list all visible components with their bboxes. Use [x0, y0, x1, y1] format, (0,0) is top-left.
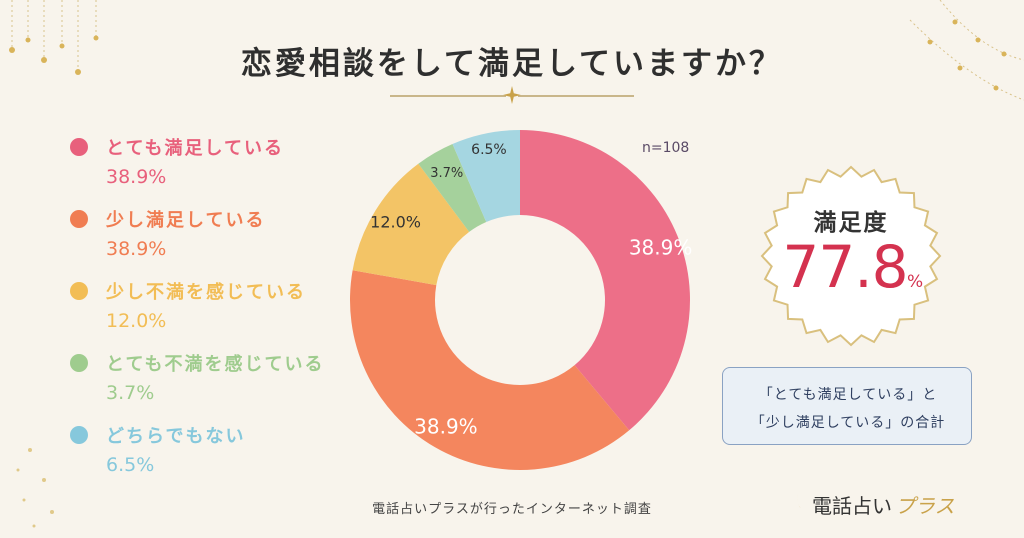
note-line-2: 「少し満足している」の合計 — [750, 415, 946, 431]
brand-main-text: 電話占い — [812, 494, 892, 518]
slice-value-label: 6.5% — [471, 142, 507, 158]
donut-slice — [418, 143, 487, 232]
sparkle-icon — [503, 86, 521, 104]
brand-accent-text: プラス — [895, 494, 955, 518]
legend-swatch — [70, 210, 88, 228]
donut-chart: 38.9% 38.9% 12.0% 3.7% 6.5% — [350, 130, 693, 470]
title-underline-right — [518, 95, 634, 97]
legend-item: 少し不満を感じている 12.0% — [70, 276, 360, 346]
title-underline-left — [390, 95, 506, 97]
legend-percentage: 12.0% — [106, 310, 167, 332]
brand-logo: 電話占い プラス — [812, 490, 955, 519]
satisfaction-note: 「とても満足している」と 「少し満足している」の合計 — [722, 367, 972, 445]
satisfaction-unit: % — [907, 272, 924, 292]
hanging-stars-decoration-left — [9, 0, 99, 75]
legend-swatch — [70, 354, 88, 372]
legend-percentage: 38.9% — [106, 238, 167, 260]
legend-item: どちらでもない 6.5% — [70, 420, 360, 490]
donut-slice — [520, 130, 690, 431]
legend-item: 少し満足している 38.9% — [70, 204, 360, 274]
legend-swatch — [70, 426, 88, 444]
legend-swatch — [70, 138, 88, 156]
legend-percentage: 38.9% — [106, 166, 167, 188]
scalloped-badge-shape — [760, 165, 942, 347]
legend-percentage: 3.7% — [106, 382, 155, 404]
donut-slice — [350, 270, 630, 470]
legend-label: どちらでもない — [106, 426, 246, 447]
sample-size-label: n=108 — [642, 140, 690, 156]
legend-label: とても満足している — [106, 138, 285, 159]
slice-value-label: 38.9% — [414, 415, 478, 439]
donut-slice — [452, 130, 520, 222]
survey-source-note: 電話占いプラスが行ったインターネット調査 — [372, 502, 652, 517]
slice-value-label: 12.0% — [370, 213, 421, 232]
legend-item: とても満足している 38.9% — [70, 132, 360, 202]
satisfaction-value: 77.8 — [782, 233, 908, 301]
legend-label: 少し満足している — [106, 210, 266, 231]
satisfaction-title: 満足度 — [813, 210, 889, 236]
donut-slice — [352, 163, 470, 286]
slice-value-label: 3.7% — [430, 166, 463, 181]
legend-label: 少し不満を感じている — [106, 282, 306, 303]
slice-value-label: 38.9% — [629, 235, 693, 259]
legend-item: とても不満を感じている 3.7% — [70, 348, 360, 418]
note-line-1: 「とても満足している」と — [758, 387, 938, 403]
page-title: 恋愛相談をして満足していますか？ — [240, 46, 784, 82]
star-garland-decoration-right — [909, 0, 1024, 101]
legend-label: とても不満を感じている — [106, 354, 325, 375]
legend-percentage: 6.5% — [106, 454, 155, 476]
satisfaction-badge: 満足度 77.8 % — [758, 163, 944, 349]
legend-swatch — [70, 282, 88, 300]
sparkle-dots-decoration — [16, 448, 54, 528]
